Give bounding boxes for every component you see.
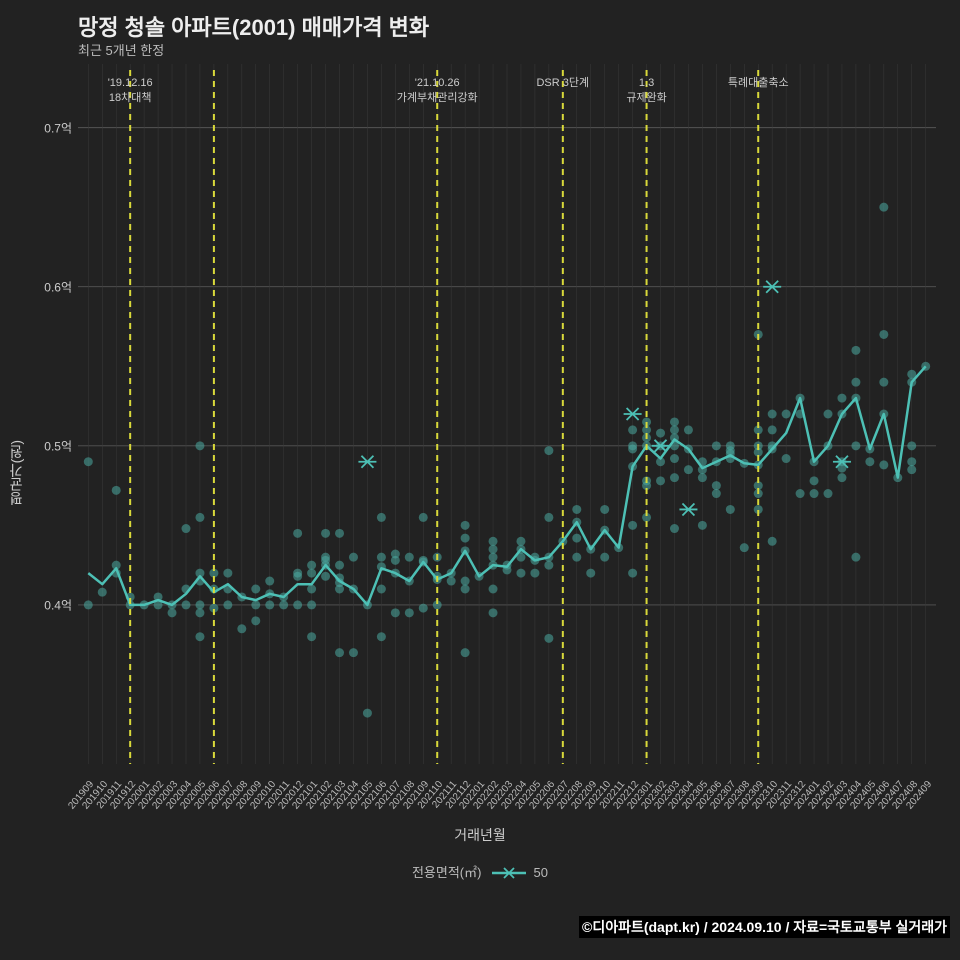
policy-label: '21.10.26가계부채관리강화 (397, 76, 478, 106)
policy-label: '19.12.1618차대책 (108, 76, 153, 106)
policy-label: 특례대출축소 (728, 76, 789, 91)
ytick-label: 0.4억 (30, 596, 72, 613)
ytick-label: 0.5억 (30, 437, 72, 454)
legend-series-label: 50 (534, 865, 548, 880)
chart-plot (0, 0, 960, 960)
ytick-label: 0.7억 (30, 119, 72, 136)
policy-label: 1.3규제완화 (626, 76, 666, 106)
legend: 전용면적(㎡) 50 (0, 862, 960, 881)
attribution-footer: ©디아파트(dapt.kr) / 2024.09.10 / 자료=국토교통부 실… (579, 916, 950, 938)
ytick-label: 0.6억 (30, 278, 72, 295)
legend-title: 전용면적(㎡) (412, 865, 482, 880)
policy-label: DSR 3단계 (536, 76, 589, 91)
